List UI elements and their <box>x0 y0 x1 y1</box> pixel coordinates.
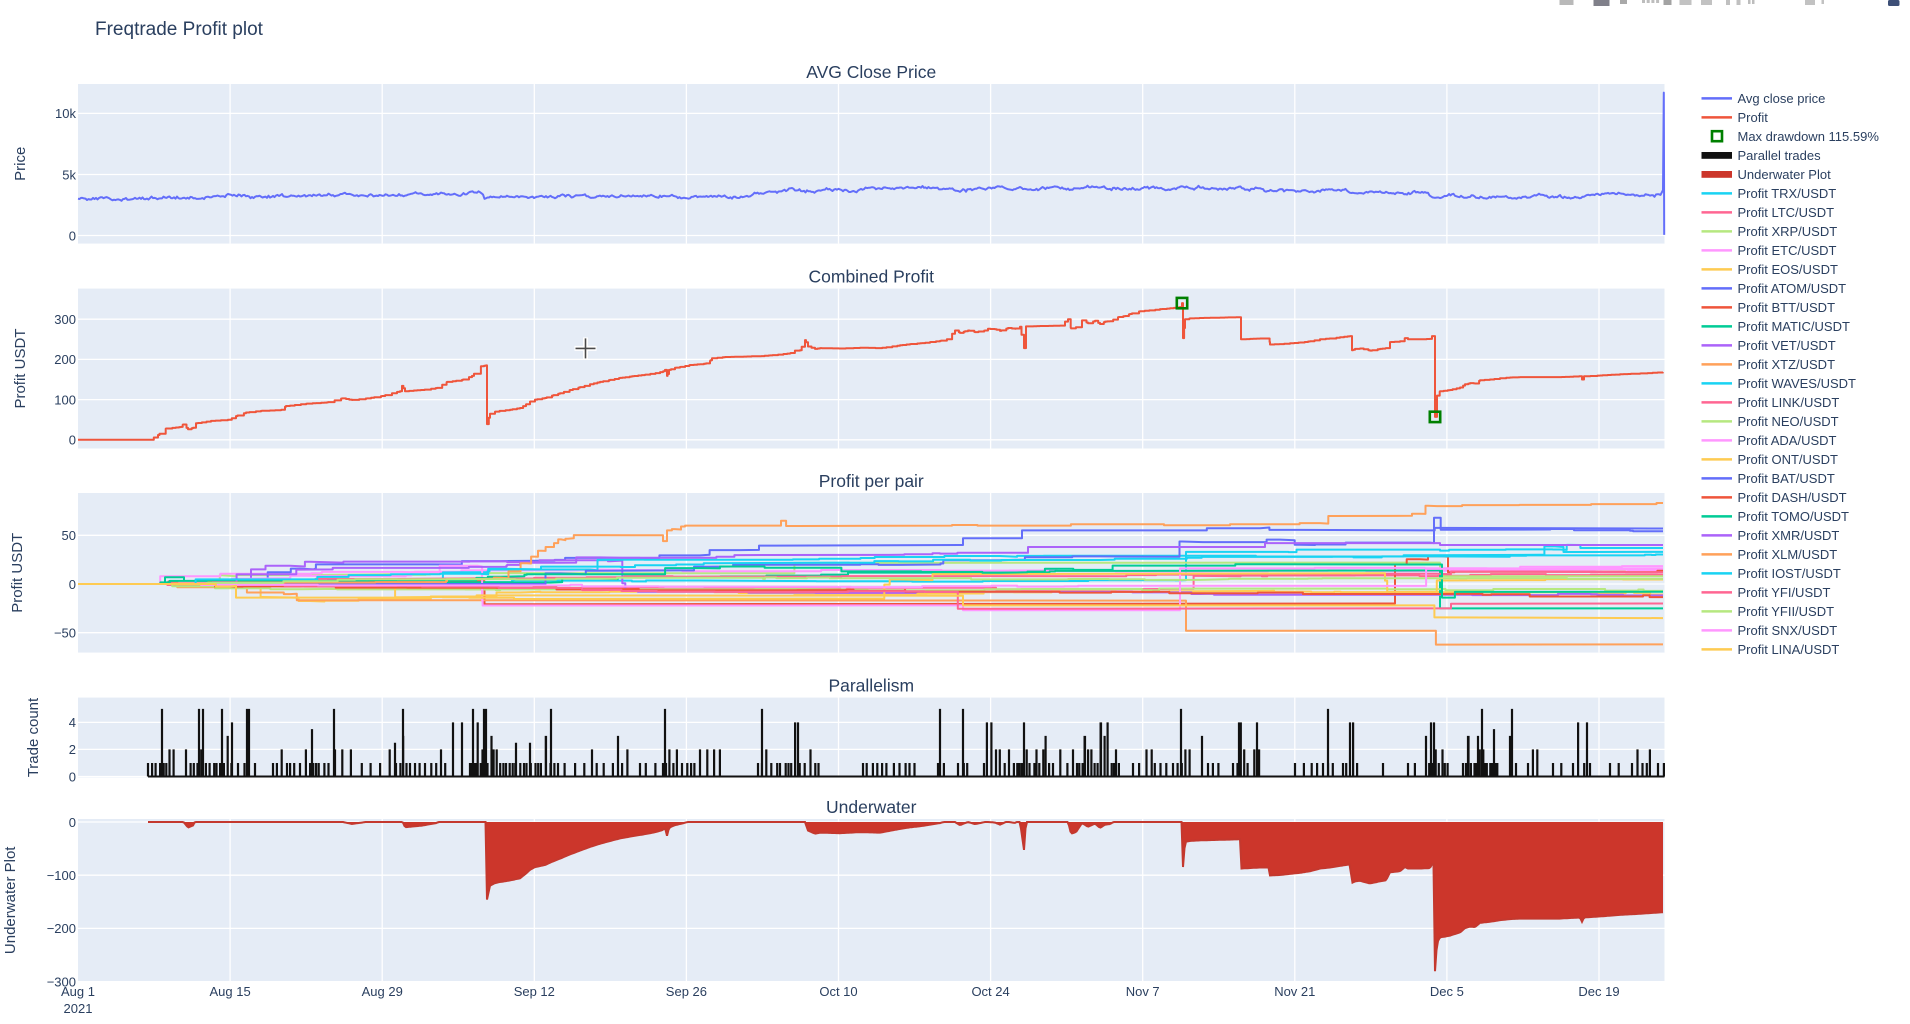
svg-text:AVG Close Price: AVG Close Price <box>806 62 936 82</box>
svg-text:50: 50 <box>62 528 76 543</box>
svg-text:Underwater: Underwater <box>826 797 917 817</box>
svg-text:200: 200 <box>54 352 76 367</box>
svg-text:−200: −200 <box>47 921 76 936</box>
svg-text:Parallel trades: Parallel trades <box>1738 148 1822 163</box>
svg-text:Profit XRP/USDT: Profit XRP/USDT <box>1738 224 1838 239</box>
svg-text:300: 300 <box>54 312 76 327</box>
svg-text:Underwater Plot: Underwater Plot <box>2 846 19 954</box>
svg-text:Aug 15: Aug 15 <box>209 984 250 999</box>
svg-text:Profit USDT: Profit USDT <box>12 329 29 409</box>
svg-text:0: 0 <box>69 577 76 592</box>
svg-text:Dec 19: Dec 19 <box>1578 984 1619 999</box>
svg-text:Avg close price: Avg close price <box>1738 91 1826 106</box>
svg-text:Profit SNX/USDT: Profit SNX/USDT <box>1738 623 1838 638</box>
svg-text:Parallelism: Parallelism <box>828 676 914 696</box>
svg-text:0: 0 <box>69 769 76 784</box>
svg-text:Profit VET/USDT: Profit VET/USDT <box>1738 338 1836 353</box>
svg-text:Profit ETC/USDT: Profit ETC/USDT <box>1738 243 1837 258</box>
svg-text:Nov 7: Nov 7 <box>1126 984 1160 999</box>
svg-text:Dec 5: Dec 5 <box>1430 984 1464 999</box>
svg-text:Combined Profit: Combined Profit <box>809 267 935 287</box>
svg-text:−300: −300 <box>47 974 76 989</box>
svg-text:2: 2 <box>69 742 76 757</box>
svg-text:10k: 10k <box>55 106 76 121</box>
svg-text:Profit BAT/USDT: Profit BAT/USDT <box>1738 471 1835 486</box>
svg-text:Profit YFI/USDT: Profit YFI/USDT <box>1738 585 1831 600</box>
svg-text:Profit YFII/USDT: Profit YFII/USDT <box>1738 604 1835 619</box>
svg-text:Price: Price <box>12 147 29 181</box>
svg-text:100: 100 <box>54 392 76 407</box>
svg-text:Profit NEO/USDT: Profit NEO/USDT <box>1738 414 1839 429</box>
svg-text:Profit XLM/USDT: Profit XLM/USDT <box>1738 547 1838 562</box>
svg-text:Aug 1: Aug 1 <box>61 984 95 999</box>
svg-text:Profit LTC/USDT: Profit LTC/USDT <box>1738 205 1835 220</box>
svg-text:Nov 21: Nov 21 <box>1274 984 1315 999</box>
svg-text:0: 0 <box>69 228 76 243</box>
svg-text:Sep 12: Sep 12 <box>514 984 555 999</box>
svg-text:Oct 24: Oct 24 <box>971 984 1009 999</box>
svg-text:Profit: Profit <box>1738 110 1769 125</box>
svg-text:Aug 29: Aug 29 <box>362 984 403 999</box>
svg-text:Profit MATIC/USDT: Profit MATIC/USDT <box>1738 319 1850 334</box>
svg-text:Trade count: Trade count <box>25 697 42 777</box>
svg-text:Profit XMR/USDT: Profit XMR/USDT <box>1738 528 1840 543</box>
svg-text:−50: −50 <box>54 626 76 641</box>
svg-text:4: 4 <box>69 715 76 730</box>
svg-text:Profit TRX/USDT: Profit TRX/USDT <box>1738 186 1837 201</box>
svg-text:Oct 10: Oct 10 <box>819 984 857 999</box>
svg-text:Profit TOMO/USDT: Profit TOMO/USDT <box>1738 509 1850 524</box>
svg-text:Profit ONT/USDT: Profit ONT/USDT <box>1738 452 1838 467</box>
svg-text:Freqtrade Profit plot: Freqtrade Profit plot <box>95 19 264 40</box>
svg-text:5k: 5k <box>62 167 76 182</box>
svg-text:0: 0 <box>69 433 76 448</box>
svg-text:2021: 2021 <box>64 1001 93 1016</box>
svg-text:Profit IOST/USDT: Profit IOST/USDT <box>1738 566 1841 581</box>
svg-text:Profit LINA/USDT: Profit LINA/USDT <box>1738 642 1840 657</box>
svg-text:Max drawdown 115.59%: Max drawdown 115.59% <box>1738 129 1880 144</box>
svg-text:Profit DASH/USDT: Profit DASH/USDT <box>1738 490 1847 505</box>
svg-text:Profit WAVES/USDT: Profit WAVES/USDT <box>1738 376 1857 391</box>
svg-text:Profit ATOM/USDT: Profit ATOM/USDT <box>1738 281 1847 296</box>
svg-text:Profit per pair: Profit per pair <box>819 471 924 491</box>
svg-text:Profit XTZ/USDT: Profit XTZ/USDT <box>1738 357 1836 372</box>
svg-text:Profit EOS/USDT: Profit EOS/USDT <box>1738 262 1838 277</box>
svg-text:Profit ADA/USDT: Profit ADA/USDT <box>1738 433 1837 448</box>
svg-text:Profit LINK/USDT: Profit LINK/USDT <box>1738 395 1840 410</box>
svg-text:Profit BTT/USDT: Profit BTT/USDT <box>1738 300 1836 315</box>
svg-text:Profit USDT: Profit USDT <box>9 533 26 613</box>
svg-text:0: 0 <box>69 815 76 830</box>
svg-text:Sep 26: Sep 26 <box>666 984 707 999</box>
svg-text:−100: −100 <box>47 868 76 883</box>
svg-text:Underwater Plot: Underwater Plot <box>1738 167 1832 182</box>
